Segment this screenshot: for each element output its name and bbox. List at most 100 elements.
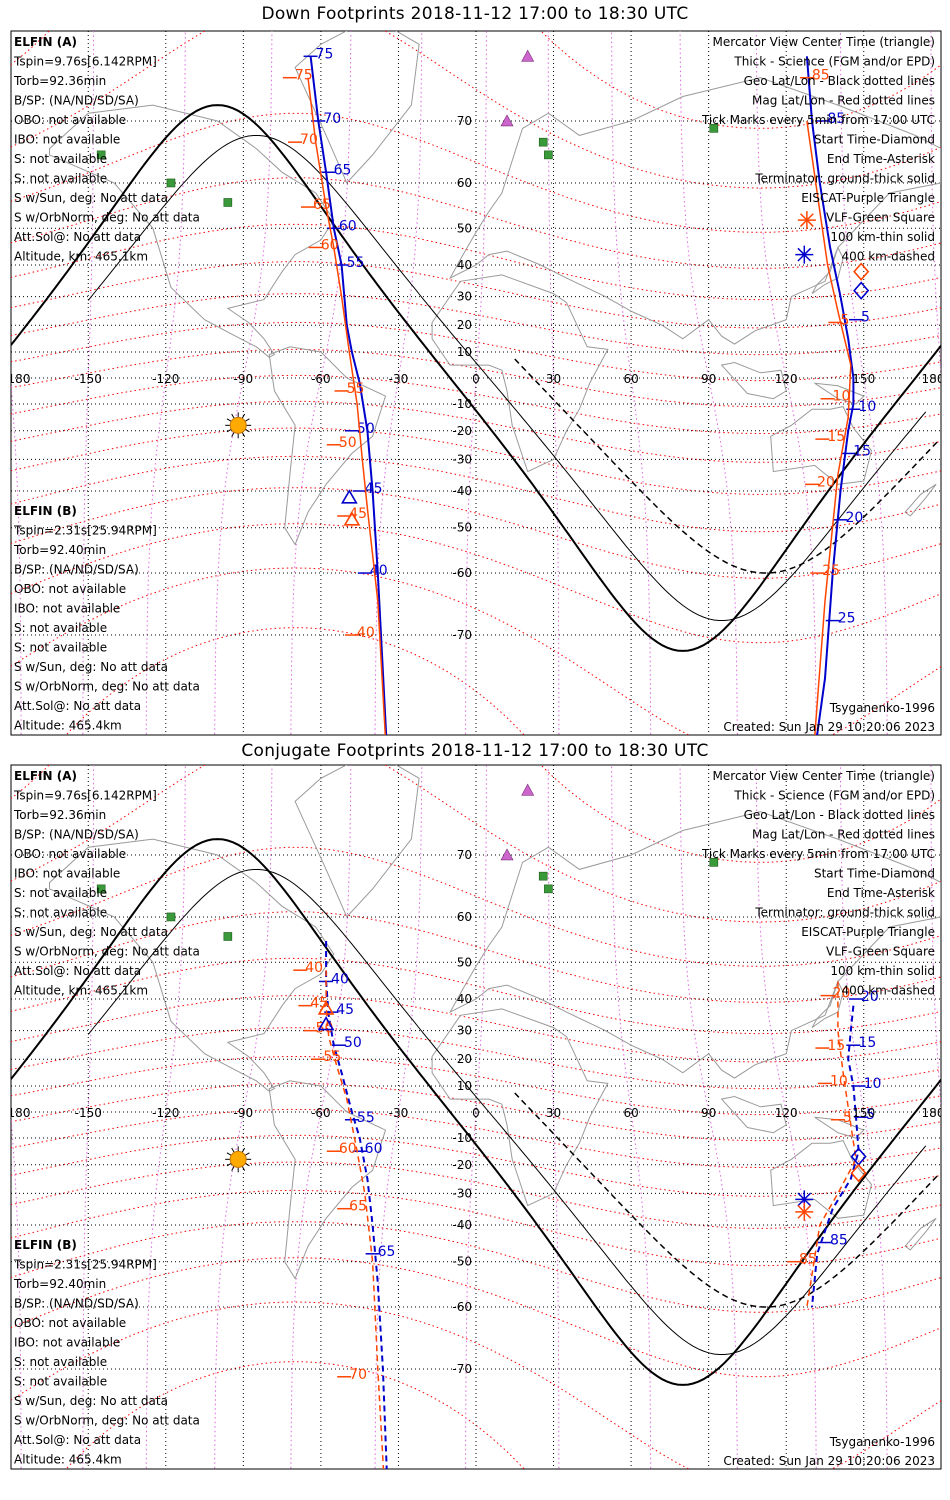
- elfin-b-info-line: B/SP: (NA/ND/SD/SA): [14, 563, 139, 577]
- lat-tick-label: 50: [457, 221, 472, 235]
- track-tick-label: 70: [323, 111, 341, 127]
- legend-line: End Time-Asterisk: [827, 152, 935, 166]
- legend-line: Thick - Science (FGM and/or EPD): [733, 55, 935, 69]
- lon-tick-label: 150: [852, 1106, 875, 1120]
- elfin-b-info-line: Altitude: 465.4km: [14, 719, 122, 733]
- elfin-a-info-line: Torb=92.36min: [13, 74, 106, 88]
- legend-line: VLF-Green Square: [826, 211, 935, 225]
- coastline: [294, 31, 420, 184]
- mag-lon-line: [547, 31, 560, 735]
- track-tick-label: 15: [827, 1038, 845, 1054]
- lat-tick-label: -30: [452, 1186, 472, 1200]
- coastline: [294, 765, 420, 918]
- track-tick-label: 85: [830, 1233, 848, 1249]
- track-tick-label: 15: [827, 429, 845, 445]
- elfin-a-info-line: S: not available: [14, 152, 107, 166]
- elfin-b-info-line: S: not available: [14, 621, 107, 635]
- orbit-track-a: [325, 941, 388, 1469]
- legend-line: Mag Lat/Lon - Red dotted lines: [752, 94, 935, 108]
- end-time-asterisk-icon: [797, 211, 816, 230]
- legend-line: VLF-Green Square: [826, 945, 935, 959]
- elfin-a-info-line: Att.Sol@: No att data: [14, 230, 141, 244]
- eiscat-station-icon: [521, 783, 535, 796]
- track-tick-label: 25: [838, 611, 856, 627]
- start-time-diamond-icon: [853, 262, 870, 281]
- elfin-b-info-line: S: not available: [14, 1375, 107, 1389]
- lat-tick-label: 60: [457, 910, 472, 924]
- elfin-b-label: ELFIN (B): [14, 1238, 77, 1252]
- track-tick-label: 20: [861, 989, 879, 1005]
- end-time-asterisk-icon: [795, 245, 814, 264]
- lon-tick-label: 120: [775, 372, 798, 386]
- lon-tick-label: -120: [152, 372, 179, 386]
- elfin-b-info-line: Att.Sol@: No att data: [14, 1433, 141, 1447]
- orbit-track-b-mag: [806, 981, 857, 1308]
- lat-tick-label: -20: [452, 1158, 472, 1172]
- lon-tick-label: -150: [75, 1106, 102, 1120]
- terminator-400km: [514, 1092, 940, 1308]
- legend-line: Thick - Science (FGM and/or EPD): [733, 789, 935, 803]
- coastline: [448, 811, 941, 1079]
- track-tick-label: 85: [812, 68, 830, 84]
- mag-lon-line: [839, 31, 888, 735]
- track-tick-label: 60: [339, 218, 357, 234]
- coastline: [720, 1095, 787, 1134]
- coastline: [811, 246, 844, 295]
- legend-line: Terminator: ground-thick solid: [754, 906, 935, 920]
- coastline: [770, 406, 873, 485]
- track-tick-label: 5: [840, 312, 849, 328]
- lon-tick-label: 150: [852, 372, 875, 386]
- lon-tick-label: 0: [472, 1106, 480, 1120]
- track-tick-label: 50: [357, 421, 375, 437]
- elfin-b-info-line: S w/Sun, deg: No att data: [14, 1394, 168, 1408]
- elfin-b-info-line: IBO: not available: [14, 1336, 120, 1350]
- track-tick-label: 10: [833, 389, 851, 405]
- track-tick-label: 70: [349, 1367, 367, 1383]
- mag-lon-line: [82, 31, 95, 735]
- eiscat-station-icon: [500, 848, 514, 861]
- elfin-a-info-line: S w/OrbNorm, deg: No att data: [14, 211, 200, 225]
- mag-lon-line: [374, 765, 423, 1469]
- track-tick-label: 75: [295, 68, 313, 84]
- lat-tick-label: 70: [457, 848, 472, 862]
- elfin-a-info-line: OBO: not available: [14, 113, 126, 127]
- end-time-asterisk-icon: [795, 1190, 814, 1209]
- coastline: [811, 980, 844, 1029]
- legend-line: Start Time-Diamond: [814, 133, 935, 147]
- lat-tick-label: -60: [452, 1300, 472, 1314]
- vlf-station-icon: [538, 137, 548, 147]
- lat-tick-label: -50: [452, 521, 472, 535]
- track-tick-label: 40: [370, 563, 388, 579]
- legend-line: Geo Lat/Lon - Black dotted lines: [744, 808, 935, 822]
- created-timestamp: Created: Sun Jan 29 10:20:06 2023: [723, 720, 935, 734]
- lon-tick-label: -120: [152, 1106, 179, 1120]
- track-tick-label: 65: [349, 1199, 367, 1215]
- mag-lat-line: [11, 1027, 941, 1090]
- legend-line: Tick Marks every 5min from 17:00 UTC: [701, 847, 935, 861]
- track-tick-label: 40: [331, 971, 349, 987]
- elfin-b-info-line: S w/Sun, deg: No att data: [14, 660, 168, 674]
- vlf-station-icon: [223, 198, 233, 207]
- track-tick-label: 25: [822, 563, 840, 579]
- coastline: [49, 838, 335, 1092]
- mag-lat-line: [11, 487, 941, 579]
- mag-lat-line: [11, 995, 941, 1063]
- mag-lat-line: [11, 374, 941, 434]
- track-tick-label: 55: [347, 381, 365, 397]
- sun-icon: [225, 412, 252, 439]
- elfin-a-label: ELFIN (A): [14, 35, 77, 49]
- lat-tick-label: 40: [457, 992, 472, 1006]
- elfin-b-label: ELFIN (B): [14, 504, 77, 518]
- vlf-station-icon: [96, 150, 106, 160]
- terminator-100km: [87, 869, 927, 1355]
- lon-tick-label: 0: [472, 372, 480, 386]
- track-tick-label: 45: [349, 506, 367, 522]
- track-tick-label: 55: [357, 1110, 375, 1126]
- mag-lat-line: [11, 427, 941, 495]
- lon-tick-label: 180: [922, 1106, 945, 1120]
- elfin-b-info-line: Att.Sol@: No att data: [14, 699, 141, 713]
- lon-tick-label: 180: [8, 372, 31, 386]
- lon-tick-label: 120: [775, 1106, 798, 1120]
- coastline: [904, 483, 937, 517]
